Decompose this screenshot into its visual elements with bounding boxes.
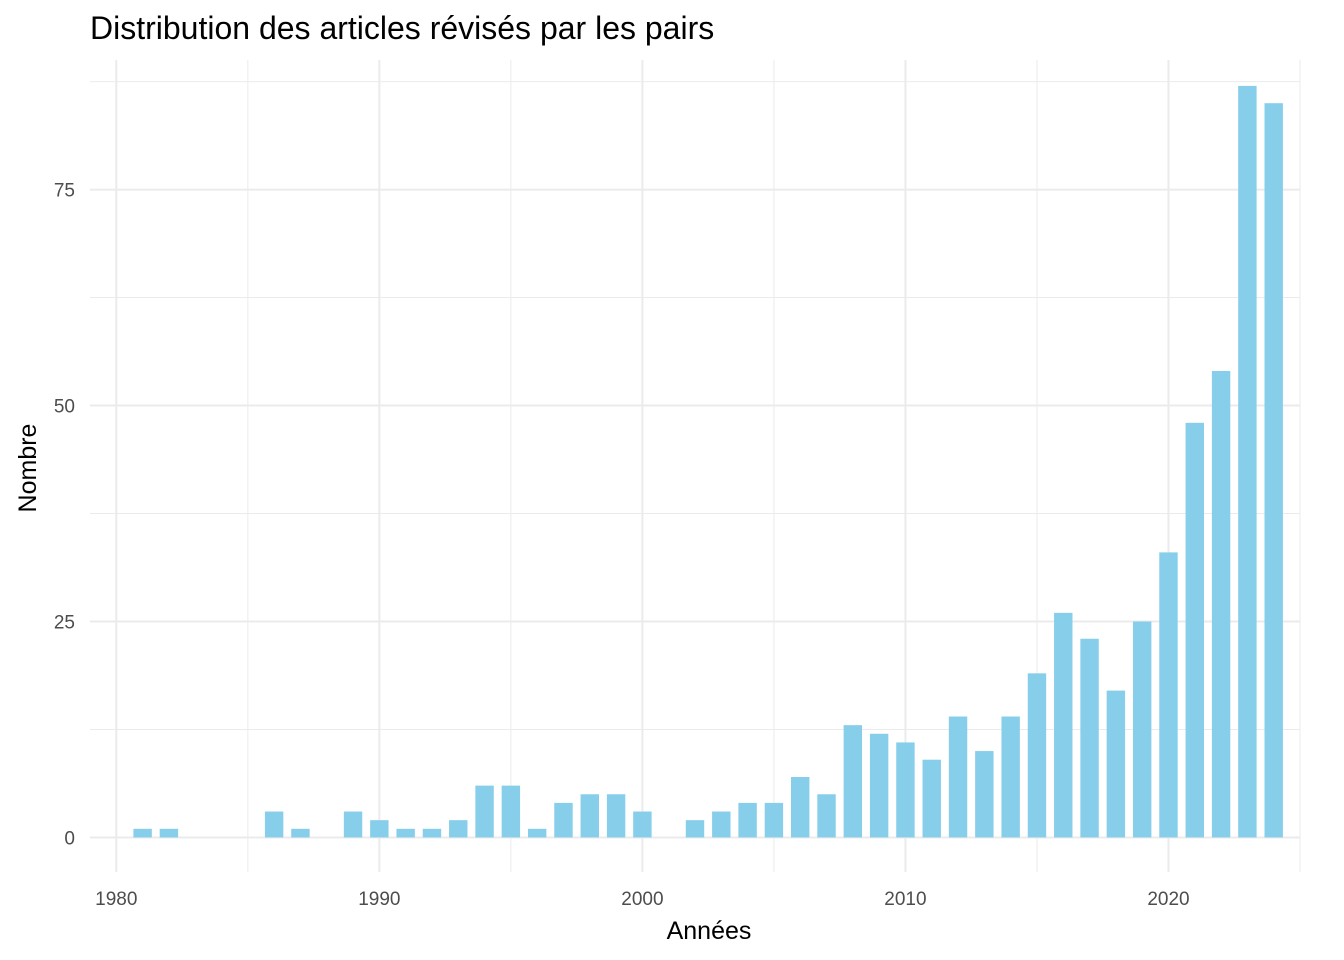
bar-2020 <box>1159 552 1178 838</box>
bar-1981 <box>133 828 152 838</box>
bar-1987 <box>291 828 310 838</box>
bar-2017 <box>1080 638 1099 838</box>
bar-2018 <box>1106 690 1126 838</box>
y-tick-label: 0 <box>64 828 75 849</box>
x-tick-label: 2020 <box>1147 889 1189 910</box>
bar-2013 <box>975 751 994 838</box>
bar-2022 <box>1211 370 1231 838</box>
bar-1996 <box>527 828 547 838</box>
bar-2024 <box>1264 103 1283 838</box>
bar-2005 <box>764 802 784 838</box>
bar-2003 <box>712 811 731 838</box>
bar-2008 <box>843 725 863 838</box>
bar-2023 <box>1238 85 1257 838</box>
bar-1991 <box>396 828 415 838</box>
x-tick-label: 1990 <box>358 889 400 910</box>
y-tick-label: 25 <box>54 612 75 633</box>
bar-1998 <box>580 794 599 838</box>
bar-1989 <box>343 811 363 838</box>
bar-1982 <box>159 828 179 838</box>
bar-2007 <box>817 794 836 838</box>
bar-2021 <box>1185 422 1204 838</box>
bar-2002 <box>685 820 705 838</box>
bar-2009 <box>869 733 889 838</box>
bar-1999 <box>606 794 626 838</box>
chart-title: Distribution des articles révisés par le… <box>90 10 715 46</box>
bar-1994 <box>475 785 494 838</box>
bar-2014 <box>1001 716 1020 838</box>
bar-2011 <box>922 759 941 838</box>
bar-2015 <box>1027 673 1047 838</box>
y-tick-label: 50 <box>54 397 75 418</box>
bar-2016 <box>1054 612 1073 838</box>
bar-2006 <box>791 776 810 838</box>
x-tick-label: 1980 <box>95 889 137 910</box>
y-axis-label: Nombre <box>14 424 42 513</box>
x-tick-label: 2000 <box>621 889 663 910</box>
tick-layer: 1980 1990 2000 2010 2020 0 25 50 75 <box>54 181 1190 910</box>
bar-2010 <box>896 742 915 838</box>
bar-1990 <box>370 820 389 838</box>
x-axis-label: Années <box>667 917 752 945</box>
x-tick-label: 2010 <box>884 889 926 910</box>
bar-1997 <box>554 802 573 838</box>
y-tick-label: 75 <box>54 181 75 202</box>
bar-2019 <box>1132 621 1152 838</box>
bar-1993 <box>449 820 468 838</box>
bar-1995 <box>501 785 521 838</box>
bar-layer <box>133 85 1283 838</box>
bar-1986 <box>264 811 284 838</box>
bar-1992 <box>422 828 442 838</box>
bar-2000 <box>633 811 652 838</box>
bar-2004 <box>738 802 757 838</box>
bar-2012 <box>948 716 968 838</box>
